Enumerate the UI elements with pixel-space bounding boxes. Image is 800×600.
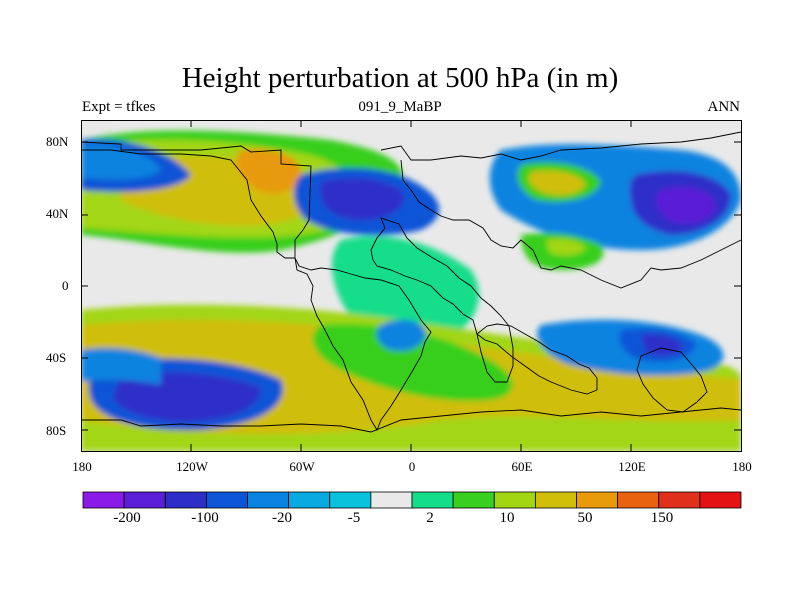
plot-title: Height perturbation at 500 hPa (in m) xyxy=(181,62,619,94)
coastlines xyxy=(81,131,741,433)
colorbar-label: -20 xyxy=(272,510,292,526)
colorbar-box xyxy=(247,491,290,509)
y-tick-label: 40N xyxy=(46,206,69,221)
colorbar-box xyxy=(452,491,495,509)
colorbar-label: 150 xyxy=(650,510,674,526)
colorbar-label: 2 xyxy=(426,510,434,526)
x-tick-label: 60W xyxy=(289,459,315,474)
colorbar-label: -200 xyxy=(113,510,141,526)
colorbar-box xyxy=(699,491,742,509)
colorbar-box xyxy=(205,491,248,509)
y-tick-label: 40S xyxy=(46,350,67,365)
height-field xyxy=(81,130,741,451)
colorbar-box xyxy=(123,491,166,509)
x-tick-label: 180 xyxy=(732,459,752,474)
height-perturbation-map xyxy=(81,120,742,452)
colorbar-label: -5 xyxy=(347,510,361,526)
colorbar-box xyxy=(82,491,125,509)
colorbar-box xyxy=(164,491,207,509)
x-tick-label: 120E xyxy=(618,459,646,474)
colorbar-box xyxy=(576,491,619,509)
colorbar-box xyxy=(658,491,701,509)
y-tick-label: 80N xyxy=(46,134,69,149)
y-tick-label: 80S xyxy=(46,423,67,438)
colorbar-label: 10 xyxy=(499,510,515,526)
case-label: 091_9_MaBP xyxy=(358,99,442,115)
axis-ticks xyxy=(81,120,741,451)
experiment-label: Expt = tfkes xyxy=(82,99,156,115)
x-tick-label: 120W xyxy=(176,459,208,474)
x-tick-label: 0 xyxy=(408,459,416,474)
colorbar-label: -100 xyxy=(191,510,219,526)
y-tick-label: 0 xyxy=(62,278,69,293)
colorbar-label: 50 xyxy=(577,510,593,526)
colorbar-box xyxy=(617,491,660,509)
x-tick-label: 180 xyxy=(72,459,92,474)
colorbar-box xyxy=(493,491,536,509)
colorbar-box xyxy=(534,491,577,509)
colorbar xyxy=(82,491,742,509)
colorbar-box xyxy=(288,491,331,509)
colorbar-box xyxy=(329,491,372,509)
x-tick-label: 60E xyxy=(511,459,533,474)
colorbar-box xyxy=(411,491,454,509)
colorbar-box xyxy=(370,491,413,509)
season-label: ANN xyxy=(707,99,741,115)
